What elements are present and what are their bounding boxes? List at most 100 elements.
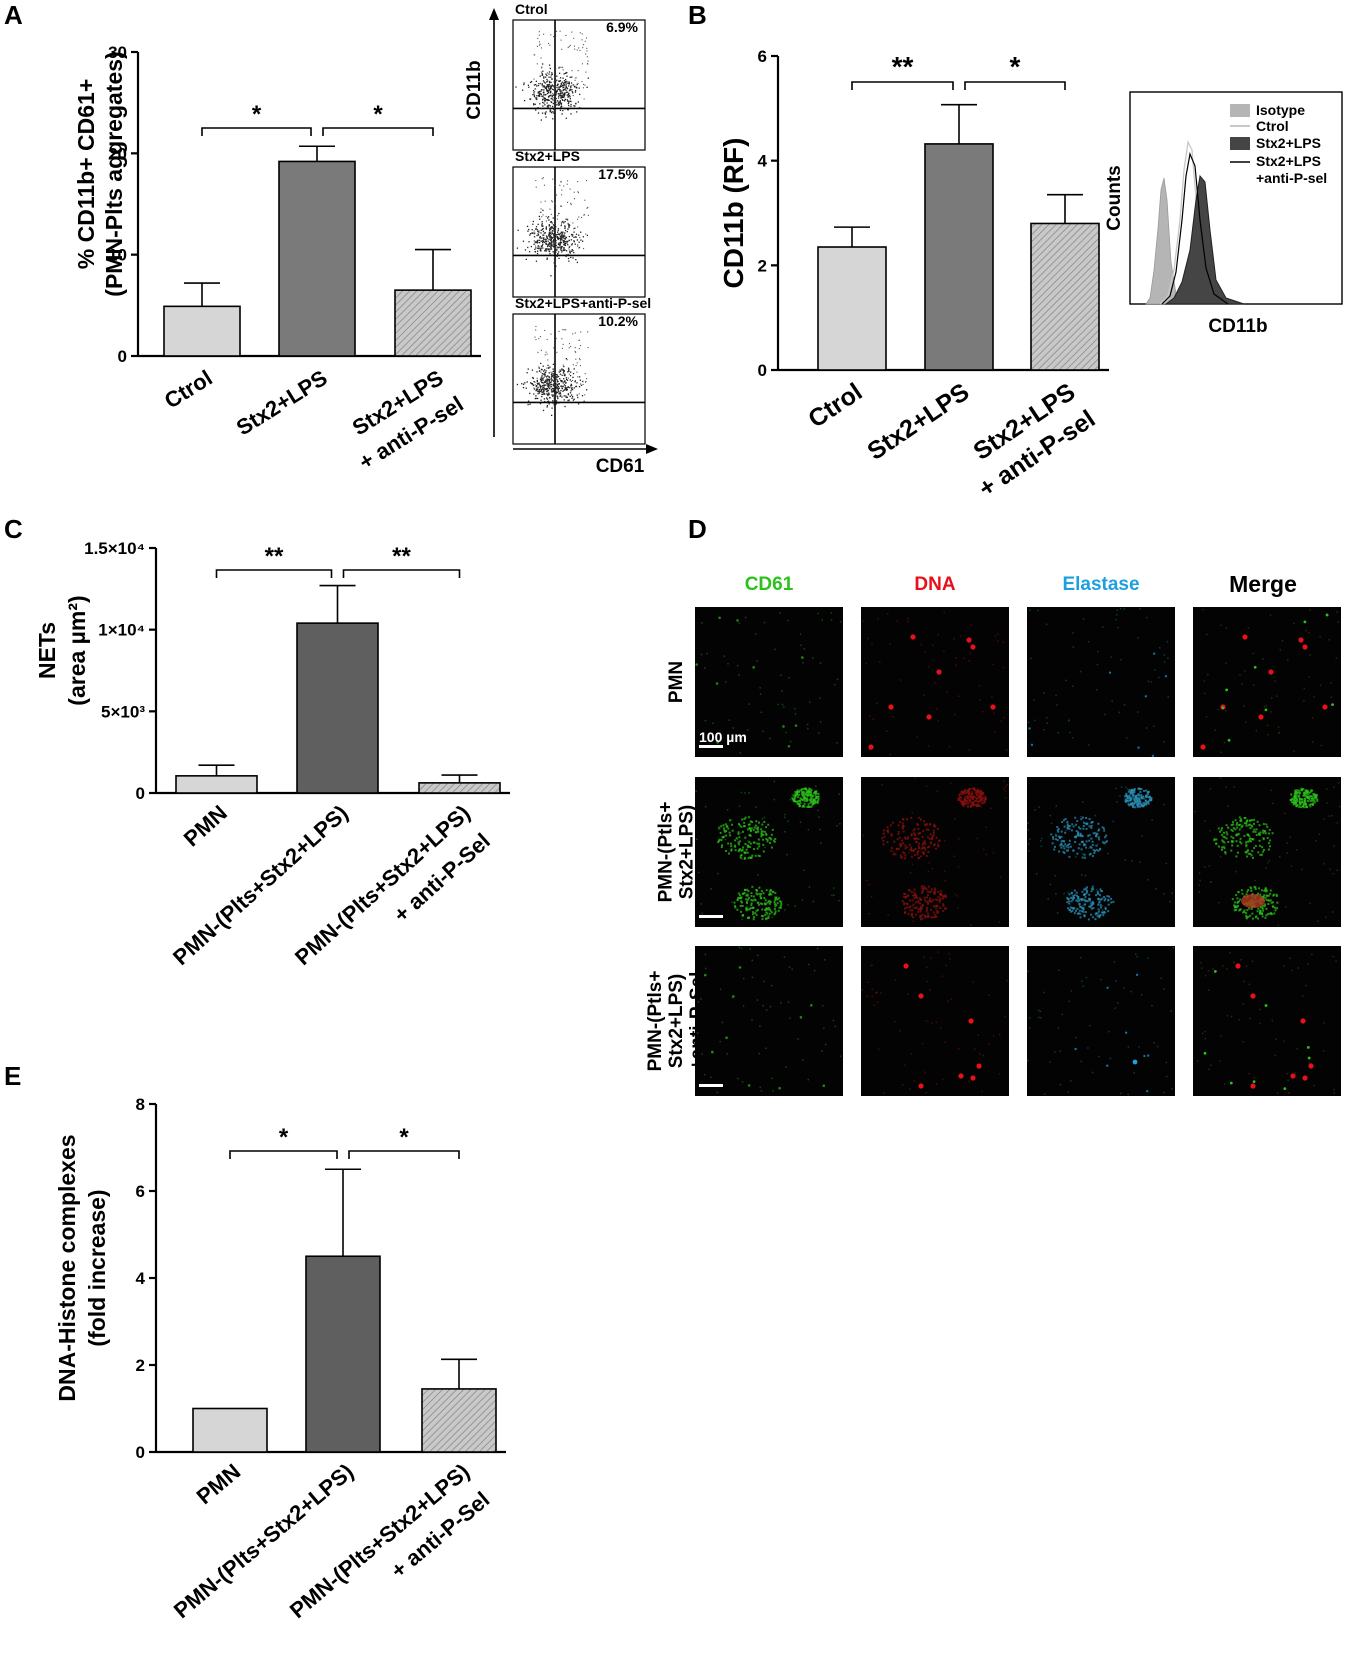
flow-dot: [543, 370, 545, 372]
flow-dot: [552, 111, 554, 113]
micro-speckle: [816, 947, 819, 950]
flow-dot: [537, 386, 539, 389]
micro-aggregate-pixel: [981, 792, 984, 795]
flow-dot: [549, 384, 551, 386]
micro-aggregate-pixel: [966, 802, 969, 805]
micro-aggregate-pixel: [767, 900, 770, 903]
flow-dot: [549, 88, 551, 90]
micro-aggregate-pixel: [971, 787, 974, 790]
micro-aggregate-pixel: [1083, 914, 1086, 917]
legend-stx2: Stx2+LPS: [1256, 135, 1321, 151]
micro-speckle: [1045, 623, 1048, 626]
flow-dot: [548, 104, 550, 106]
micro-aggregate-pixel: [1139, 791, 1142, 794]
micro-aggregate-pixel: [922, 853, 925, 856]
flow-dot: [566, 108, 569, 111]
micro-aggregate-pixel: [934, 905, 937, 908]
micro-aggregate-pixel: [1301, 798, 1304, 801]
micro-aggregate-pixel: [923, 846, 926, 849]
micro-speckle: [1326, 802, 1328, 804]
micro-aggregate-pixel: [936, 827, 939, 830]
flow-dot: [542, 96, 544, 98]
chart-e-sig-label: *: [279, 1124, 289, 1151]
flow-dot: [574, 332, 576, 334]
micro-aggregate-pixel: [740, 853, 743, 856]
micro-aggregate-pixel: [816, 800, 819, 803]
micro-speckle: [1096, 650, 1099, 653]
flow-dot: [532, 223, 534, 225]
flow-dot: [566, 88, 569, 90]
flow-dot: [577, 376, 579, 378]
micro-speckle: [783, 956, 786, 958]
micro-aggregate-pixel: [743, 821, 746, 824]
flow-dot: [568, 104, 570, 107]
flow-dot: [543, 373, 546, 376]
flow-dot: [542, 241, 545, 243]
micro-aggregate-pixel: [1236, 826, 1239, 829]
micro-aggregate-pixel: [939, 898, 942, 901]
micro-aggregate-pixel: [917, 838, 920, 841]
micro-speckle: [812, 657, 814, 659]
flow-dot: [543, 33, 545, 35]
micro-aggregate-pixel: [932, 829, 935, 832]
micro-aggregate-pixel: [975, 798, 978, 801]
micro-aggregate-pixel: [933, 892, 936, 895]
flow-dot: [560, 205, 562, 207]
micro-aggregate-pixel: [974, 796, 977, 799]
chart-b-ytick-label: 0: [758, 361, 767, 380]
flow-dot: [542, 385, 544, 387]
micro-aggregate-pixel: [1090, 907, 1093, 910]
micro-speckle: [1271, 1019, 1273, 1022]
flow-dot: [569, 374, 572, 377]
flow-dot: [553, 373, 556, 375]
flow-dot: [570, 390, 572, 392]
micro-speckle: [1155, 887, 1158, 890]
micro-speckle: [898, 1030, 901, 1032]
flow-dot: [582, 383, 584, 385]
micro-aggregate-pixel: [921, 903, 924, 906]
micro-aggregate-pixel: [944, 896, 947, 899]
micro-speckle: [980, 806, 982, 808]
flow-dot: [541, 74, 543, 76]
flow-dot: [565, 396, 567, 399]
micro-speckle: [1276, 695, 1278, 697]
flow-dot: [549, 231, 551, 233]
micro-speckle: [791, 968, 793, 970]
flow-dot: [557, 387, 559, 389]
flow-dot: [538, 370, 541, 372]
flow-dot: [533, 230, 535, 232]
micro-speckle: [1309, 653, 1311, 656]
flow-dot: [531, 383, 533, 385]
flow-dot: [543, 398, 546, 400]
micro-col-cd61: CD61: [745, 574, 794, 595]
flow-dot: [568, 343, 571, 345]
flow-dot: [544, 112, 546, 114]
micro-aggregate-pixel: [1217, 827, 1220, 830]
flow-dot: [573, 387, 575, 389]
micro-aggregate-pixel: [917, 832, 920, 835]
micro-speckle: [741, 918, 743, 921]
micro-speckle: [784, 909, 786, 911]
flow-dot: [563, 233, 565, 235]
micro-aggregate-pixel: [733, 901, 736, 904]
flow-dot: [544, 94, 546, 96]
flow-dot: [553, 235, 556, 238]
micro-aggregate-pixel: [791, 798, 794, 801]
micro-aggregate-pixel: [766, 838, 769, 841]
flow-dot: [537, 390, 539, 393]
flow-dot: [542, 98, 544, 101]
flow-dot: [539, 93, 542, 95]
flow-dot: [559, 391, 562, 393]
flow-dot: [585, 53, 587, 55]
micro-speckle: [1049, 883, 1052, 886]
micro-aggregate-pixel: [917, 824, 920, 827]
micro-aggregate-pixel: [752, 848, 755, 851]
flow-dot: [581, 63, 584, 65]
flow-dot: [547, 384, 550, 386]
micro-aggregate-pixel: [1078, 912, 1081, 915]
micro-image: [1193, 607, 1341, 757]
micro-aggregate-pixel: [903, 895, 906, 898]
micro-aggregate-pixel: [1263, 889, 1266, 892]
micro-speckle: [1277, 924, 1280, 927]
micro-aggregate-pixel: [1265, 890, 1268, 893]
